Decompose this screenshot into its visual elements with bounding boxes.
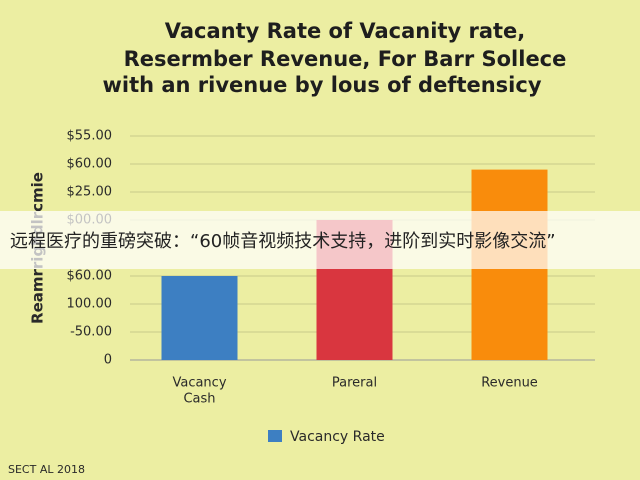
y-tick-label: 0 [104, 353, 112, 368]
overlay-banner [0, 211, 640, 269]
legend-label: Vacancy Rate [290, 429, 385, 445]
y-tick-label: -50.00 [70, 325, 112, 340]
y-tick-label: $55.00 [67, 129, 113, 144]
y-tick-label: $25.00 [67, 185, 113, 200]
x-tick-label: Cash [183, 392, 215, 407]
y-tick-label: $60.00 [67, 157, 113, 172]
x-tick-label: Revenue [481, 376, 538, 391]
overlay-text: 远程医疗的重磅突破：“60帧音视频技术支持，进阶到实时影像交流” [10, 231, 556, 252]
y-tick-label: 100.00 [67, 297, 113, 312]
y-tick-label: $60.00 [67, 269, 113, 284]
footer: SECT AL 2018 [8, 463, 85, 476]
chart-title: Resermber Revenue, For Barr Sollece [124, 47, 567, 71]
x-tick-label: Pareral [332, 376, 377, 391]
chart-title: with an rivenue by lous of deftensicy [102, 73, 541, 97]
x-tick-label: Vacancy [172, 376, 226, 391]
chart-title: Vacanty Rate of Vacanity rate, [165, 19, 526, 43]
bar [161, 276, 238, 360]
legend-swatch [268, 430, 282, 442]
